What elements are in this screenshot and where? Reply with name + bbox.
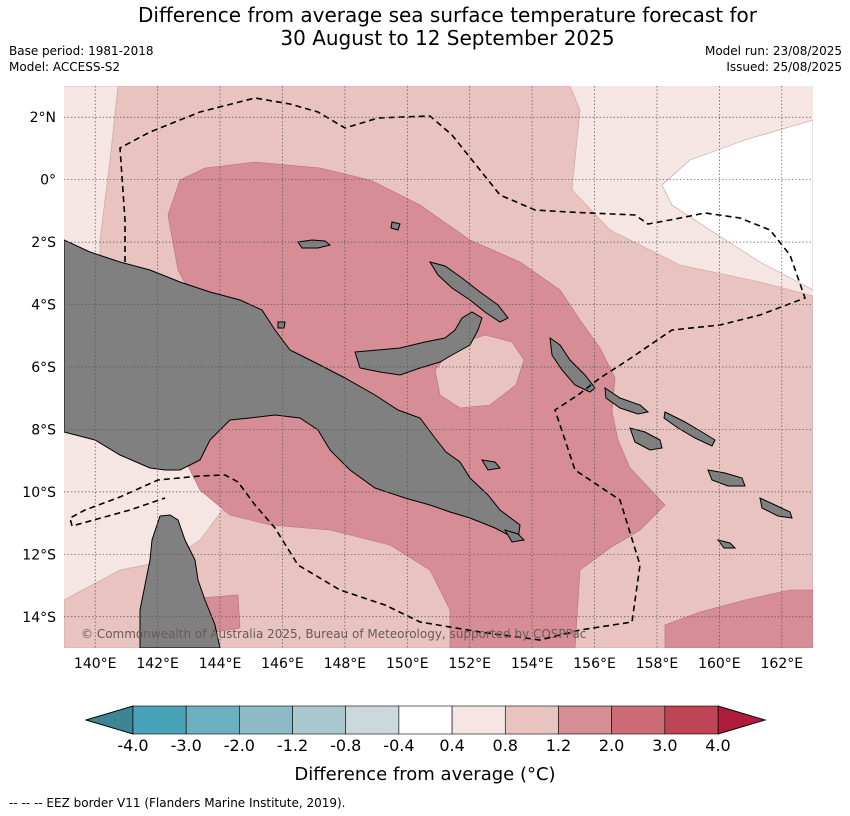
colorbar-segment bbox=[504, 705, 559, 735]
colorbar-tick-label: -0.4 bbox=[383, 736, 414, 755]
lat-tick-label: 2°N bbox=[30, 110, 56, 126]
land-makira bbox=[707, 469, 746, 487]
lat-tick-label: 6°S bbox=[31, 360, 56, 376]
lat-tick-label: 12°S bbox=[22, 547, 56, 563]
colorbar-segment bbox=[345, 705, 400, 735]
colorbar-segment bbox=[239, 705, 293, 735]
colorbar-segment bbox=[132, 705, 187, 735]
lon-tick-label: 148°E bbox=[324, 656, 367, 672]
lon-tick-label: 162°E bbox=[761, 656, 804, 672]
colorbar-segment bbox=[664, 705, 719, 735]
colorbar-tick-label: 1.2 bbox=[546, 736, 571, 755]
colorbar-segment bbox=[451, 705, 506, 735]
land-new-britain bbox=[354, 311, 483, 376]
lat-tick-label: 10°S bbox=[22, 485, 56, 501]
colorbar-tick-label: -3.0 bbox=[171, 736, 202, 755]
land-guadalcanal bbox=[629, 427, 663, 451]
land-masses bbox=[64, 221, 793, 648]
model-run: Model run: 23/08/2025 bbox=[704, 44, 842, 58]
colorbar-high-extend bbox=[717, 705, 767, 735]
lon-tick-label: 142°E bbox=[136, 656, 179, 672]
lon-tick-label: 156°E bbox=[573, 656, 616, 672]
colorbar-segment bbox=[558, 705, 612, 735]
lon-tick-label: 144°E bbox=[199, 656, 242, 672]
colorbar-segment bbox=[611, 705, 666, 735]
colorbar-tick-label: -1.2 bbox=[277, 736, 308, 755]
colorbar-tick-label: -0.8 bbox=[330, 736, 361, 755]
colorbar: -4.0 -3.0 -2.0 -1.2 -0.8 -0.4 0.4 0.8 1.2 2.0 3.0 4… bbox=[84, 705, 767, 755]
land-dentrecasteaux bbox=[481, 459, 501, 471]
model-name: Model: ACCESS-S2 bbox=[9, 60, 121, 74]
issued-date: Issued: 25/08/2025 bbox=[726, 60, 842, 74]
land-louisiade bbox=[503, 529, 526, 543]
colorbar-tick-label: 4.0 bbox=[705, 736, 730, 755]
lon-tick-label: 140°E bbox=[74, 656, 117, 672]
map-canvas: © Commonwealth of Australia 2025, Bureau… bbox=[22, 86, 813, 785]
colorbar-title: Difference from average (°C) bbox=[294, 764, 555, 785]
meta-left: Base period: 1981-2018 Model: ACCESS-S2 bbox=[9, 43, 154, 75]
land-malaita bbox=[663, 411, 716, 447]
lat-tick-label: 14°S bbox=[22, 610, 56, 626]
latitude-labels: 2°N 0° 2°S 4°S 6°S 8°S 10°S 12°S 14°S bbox=[22, 110, 56, 626]
lat-tick-label: 2°S bbox=[31, 235, 56, 251]
lat-tick-label: 8°S bbox=[31, 422, 56, 438]
title-line-1: Difference from average sea surface temp… bbox=[137, 3, 757, 27]
anomaly-band-southeast bbox=[664, 589, 813, 648]
lon-tick-label: 146°E bbox=[261, 656, 304, 672]
colorbar-tick-label: 0.8 bbox=[493, 736, 518, 755]
land-islet-2 bbox=[277, 321, 286, 329]
lon-tick-label: 150°E bbox=[386, 656, 429, 672]
eez-footnote: -- -- -- EEZ border V11 (Flanders Marine… bbox=[9, 796, 346, 810]
colorbar-segment bbox=[292, 705, 347, 735]
copyright-notice: © Commonwealth of Australia 2025, Bureau… bbox=[81, 627, 586, 641]
lon-tick-label: 152°E bbox=[448, 656, 491, 672]
gridlines bbox=[64, 86, 813, 648]
lat-tick-label: 0° bbox=[40, 173, 56, 189]
base-period: Base period: 1981-2018 bbox=[9, 44, 154, 58]
lon-tick-label: 160°E bbox=[698, 656, 741, 672]
colorbar-tick-label: 2.0 bbox=[599, 736, 624, 755]
colorbar-tick-label: -2.0 bbox=[224, 736, 255, 755]
land-islet-3 bbox=[716, 539, 737, 549]
colorbar-segment bbox=[398, 705, 453, 735]
land-vanuatu-north bbox=[759, 497, 793, 519]
colorbar-segment bbox=[185, 705, 240, 735]
land-bougainville bbox=[549, 336, 596, 393]
land-santa-isabel bbox=[604, 386, 650, 415]
map-plot: © Commonwealth of Australia 2025, Bureau… bbox=[64, 86, 813, 648]
anomaly-band-neutral bbox=[661, 119, 813, 291]
longitude-labels: 140°E 142°E 144°E 146°E 148°E 150°E 152°E 154°E… bbox=[74, 656, 803, 672]
meta-right: Model run: 23/08/2025 Issued: 25/08/2025 bbox=[705, 43, 842, 75]
land-islet-1 bbox=[390, 221, 401, 231]
lat-tick-label: 4°S bbox=[31, 298, 56, 314]
land-new-ireland bbox=[428, 261, 509, 323]
title-line-2: 30 August to 12 September 2025 bbox=[280, 26, 615, 50]
colorbar-tick-label: -4.0 bbox=[117, 736, 148, 755]
lon-tick-label: 154°E bbox=[511, 656, 554, 672]
land-australia bbox=[139, 514, 221, 648]
lon-tick-label: 158°E bbox=[636, 656, 679, 672]
colorbar-tick-label: 3.0 bbox=[652, 736, 677, 755]
colorbar-low-extend bbox=[84, 705, 134, 735]
colorbar-tick-label: 0.4 bbox=[439, 736, 464, 755]
